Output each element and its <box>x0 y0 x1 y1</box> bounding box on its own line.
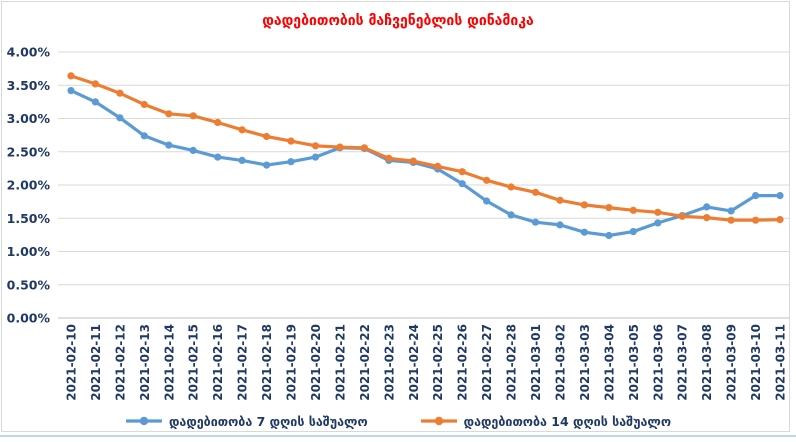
chart-title: დადებითობის მაჩვენებლის დინამიკა <box>262 13 534 29</box>
bottom-row-border <box>0 435 796 437</box>
chart-legend: დადებითობა 7 დღის საშუალო დადებითობა 14 … <box>0 408 796 434</box>
legend-item-7day-average: დადებითობა 7 დღის საშუალო <box>125 414 368 429</box>
legend-item-14day-average: დადებითობა 14 დღის საშუალო <box>420 414 671 429</box>
legend-label-14day-average: დადებითობა 14 დღის საშუალო <box>463 413 672 429</box>
legend-dot <box>434 416 443 426</box>
legend-line-marker-14day-icon <box>420 416 457 426</box>
legend-dot <box>139 416 149 426</box>
legend-label-7day-average: დადებითობა 7 დღის საშუალო <box>168 413 368 429</box>
chart-frame <box>1 1 790 432</box>
legend-line-marker-7day-icon <box>125 416 162 426</box>
